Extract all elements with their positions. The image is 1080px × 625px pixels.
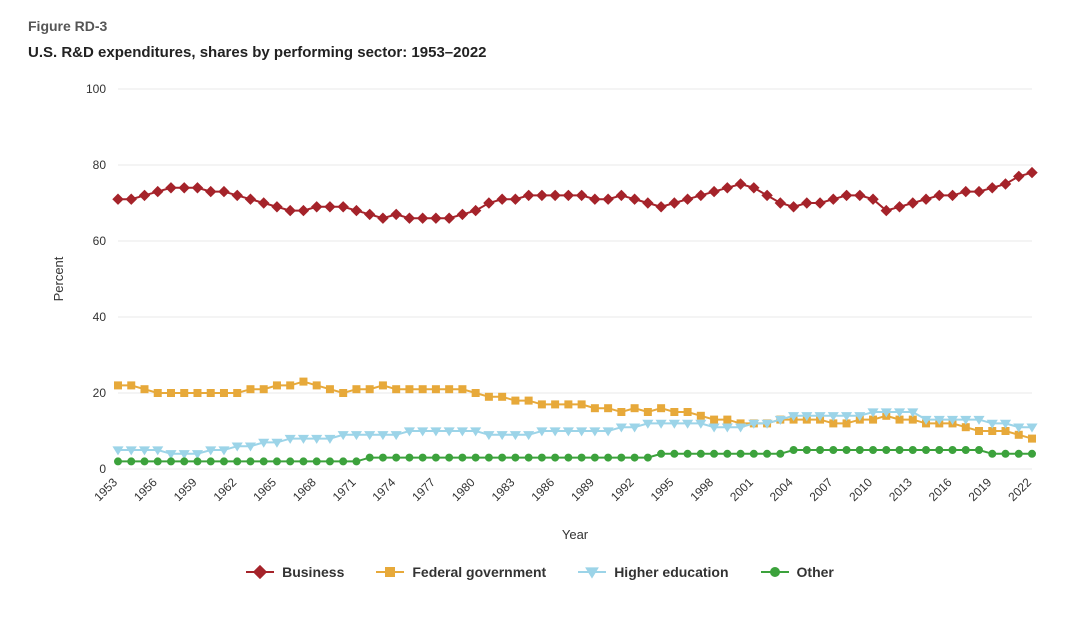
svg-text:2007: 2007 <box>807 475 836 504</box>
svg-text:1977: 1977 <box>409 475 438 504</box>
svg-text:1992: 1992 <box>608 475 637 504</box>
svg-text:1959: 1959 <box>171 475 200 504</box>
svg-text:2022: 2022 <box>1005 475 1034 504</box>
svg-text:1989: 1989 <box>568 475 597 504</box>
figure-container: Figure RD-3 U.S. R&D expenditures, share… <box>0 0 1080 625</box>
legend-swatch-business <box>246 565 274 579</box>
svg-text:Year: Year <box>562 527 589 542</box>
figure-title: U.S. R&D expenditures, shares by perform… <box>28 44 1052 61</box>
svg-text:1971: 1971 <box>330 475 359 504</box>
svg-text:2001: 2001 <box>727 475 756 504</box>
svg-text:100: 100 <box>86 82 106 96</box>
svg-text:0: 0 <box>99 462 106 476</box>
svg-text:1986: 1986 <box>528 475 557 504</box>
svg-text:40: 40 <box>93 310 107 324</box>
svg-text:1998: 1998 <box>687 475 716 504</box>
legend-item-business: Business <box>246 564 344 580</box>
legend-item-federal: Federal government <box>376 564 546 580</box>
svg-text:1956: 1956 <box>131 475 160 504</box>
legend-item-higher-ed: Higher education <box>578 564 728 580</box>
svg-text:2013: 2013 <box>886 475 915 504</box>
chart-area: 0 20 40 60 80 100 1953 1956 1959 1962 1965 1968 1971… <box>28 79 1052 554</box>
legend-swatch-federal <box>376 565 404 579</box>
line-chart-svg: 0 20 40 60 80 100 1953 1956 1959 1962 1965 1968 1971… <box>28 79 1052 549</box>
legend: Business Federal government Higher educa… <box>28 564 1052 580</box>
svg-text:1968: 1968 <box>290 475 319 504</box>
svg-text:20: 20 <box>93 386 107 400</box>
legend-label: Federal government <box>412 564 546 580</box>
figure-number: Figure RD-3 <box>28 18 1052 34</box>
legend-swatch-higher-ed <box>578 565 606 579</box>
svg-text:Percent: Percent <box>51 256 66 301</box>
svg-text:1980: 1980 <box>449 475 478 504</box>
svg-text:1974: 1974 <box>370 475 399 504</box>
series-other <box>115 447 1036 465</box>
svg-text:1983: 1983 <box>489 475 518 504</box>
svg-text:1965: 1965 <box>250 475 279 504</box>
legend-label: Other <box>797 564 834 580</box>
svg-text:60: 60 <box>93 234 107 248</box>
svg-text:1953: 1953 <box>91 475 120 504</box>
legend-swatch-other <box>761 565 789 579</box>
svg-text:2016: 2016 <box>926 475 955 504</box>
svg-text:1962: 1962 <box>211 475 240 504</box>
svg-text:80: 80 <box>93 158 107 172</box>
series-business <box>113 168 1037 224</box>
svg-text:2004: 2004 <box>767 475 796 504</box>
svg-text:2010: 2010 <box>846 475 875 504</box>
legend-label: Higher education <box>614 564 728 580</box>
legend-item-other: Other <box>761 564 834 580</box>
svg-text:2019: 2019 <box>966 475 995 504</box>
legend-label: Business <box>282 564 344 580</box>
svg-text:1995: 1995 <box>648 475 677 504</box>
